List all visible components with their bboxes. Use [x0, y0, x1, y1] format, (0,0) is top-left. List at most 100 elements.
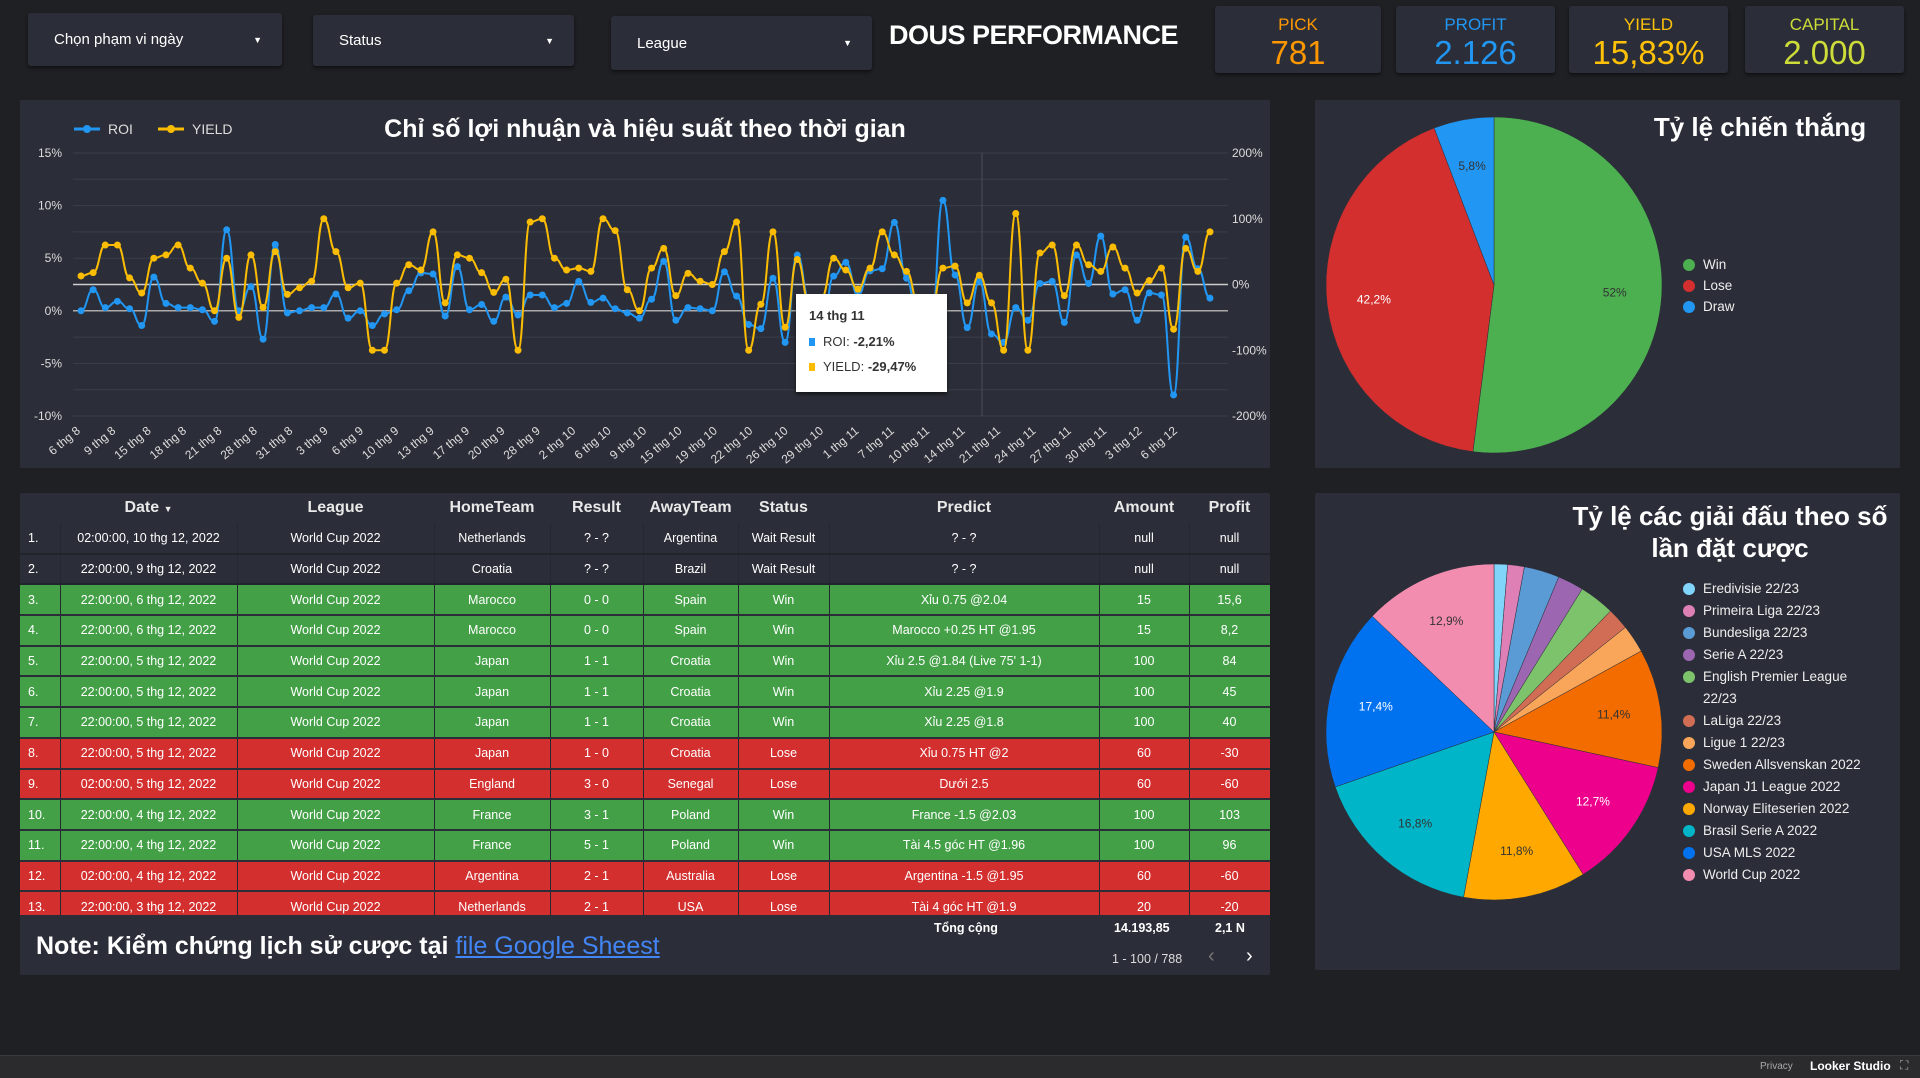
roi-point[interactable]	[478, 300, 486, 308]
roi-point[interactable]	[1133, 316, 1141, 324]
yield-point[interactable]	[113, 241, 121, 249]
yield-point[interactable]	[623, 286, 631, 294]
yield-point[interactable]	[235, 313, 243, 321]
yield-point[interactable]	[174, 241, 182, 249]
yield-point[interactable]	[259, 304, 267, 312]
roi-point[interactable]	[781, 338, 789, 346]
yield-point[interactable]	[332, 248, 340, 256]
yield-point[interactable]	[1024, 346, 1032, 354]
yield-point[interactable]	[1133, 289, 1141, 297]
pie-slice-japan-j1-league-2022[interactable]	[1493, 731, 1659, 875]
pie-slice-world-cup-2022[interactable]	[1371, 563, 1495, 733]
legend-item[interactable]: LaLiga 22/23	[1683, 710, 1883, 732]
roi-point[interactable]	[745, 320, 753, 328]
yield-point[interactable]	[538, 215, 546, 223]
roi-point[interactable]	[830, 272, 838, 280]
roi-point[interactable]	[380, 310, 388, 318]
yield-point[interactable]	[271, 248, 279, 256]
legend-item[interactable]: Norway Eliteserien 2022	[1683, 798, 1883, 820]
yield-point[interactable]	[1012, 209, 1020, 217]
roi-point[interactable]	[1085, 279, 1093, 287]
yield-point[interactable]	[1170, 325, 1178, 333]
roi-point[interactable]	[405, 287, 413, 295]
roi-point[interactable]	[1145, 289, 1153, 297]
roi-point[interactable]	[320, 304, 328, 312]
roi-point[interactable]	[611, 305, 619, 313]
date-range-dropdown[interactable]: Chọn phạm vi ngày ▼	[28, 13, 282, 66]
yield-point[interactable]	[162, 251, 170, 259]
yield-point[interactable]	[441, 299, 449, 307]
roi-point[interactable]	[587, 298, 595, 306]
yield-point[interactable]	[951, 262, 959, 270]
yield-point[interactable]	[478, 269, 486, 277]
yield-point[interactable]	[550, 254, 558, 262]
roi-point[interactable]	[648, 295, 656, 303]
roi-point[interactable]	[550, 304, 558, 312]
column-header-league[interactable]: League	[307, 499, 364, 516]
roi-point[interactable]	[987, 330, 995, 338]
yield-point[interactable]	[660, 244, 668, 252]
yield-point[interactable]	[1072, 241, 1080, 249]
yield-point[interactable]	[502, 275, 510, 283]
roi-point[interactable]	[1048, 277, 1056, 285]
pie-slice-usa-mls-2022[interactable]	[1325, 615, 1495, 788]
yield-point[interactable]	[708, 281, 716, 288]
yield-point[interactable]	[89, 269, 97, 277]
yield-point[interactable]	[635, 307, 643, 315]
roi-point[interactable]	[296, 307, 304, 315]
roi-point[interactable]	[575, 277, 583, 285]
roi-point[interactable]	[1012, 304, 1020, 312]
roi-point[interactable]	[283, 309, 291, 317]
roi-point[interactable]	[878, 265, 886, 273]
yield-point[interactable]	[77, 272, 85, 280]
yield-point[interactable]	[939, 264, 947, 272]
yield-point[interactable]	[1194, 267, 1202, 275]
yield-point[interactable]	[1085, 261, 1093, 269]
roi-point[interactable]	[150, 273, 158, 281]
roi-point[interactable]	[769, 274, 777, 282]
roi-point[interactable]	[126, 305, 134, 313]
roi-point[interactable]	[963, 324, 971, 332]
roi-point[interactable]	[599, 294, 607, 302]
roi-point[interactable]	[211, 317, 219, 325]
yield-point[interactable]	[1036, 249, 1044, 257]
yield-point[interactable]	[903, 267, 911, 275]
roi-point[interactable]	[733, 292, 741, 300]
yield-point[interactable]	[842, 266, 850, 274]
roi-point[interactable]	[1072, 251, 1080, 259]
legend-item[interactable]: Eredivisie 22/23	[1683, 578, 1883, 600]
roi-point[interactable]	[1206, 294, 1214, 302]
table-row[interactable]: 6. 22:00:00, 5 thg 12, 2022 World Cup 2022…	[20, 676, 1270, 709]
roi-point[interactable]	[1024, 316, 1032, 324]
legend-item[interactable]: Brasil Serie A 2022	[1683, 820, 1883, 842]
yield-point[interactable]	[429, 228, 437, 236]
pie-slice-draw[interactable]	[1433, 116, 1495, 286]
yield-point[interactable]	[453, 251, 461, 259]
yield-point[interactable]	[769, 228, 777, 236]
legend-item[interactable]: Serie A 22/23	[1683, 644, 1883, 666]
yield-point[interactable]	[684, 269, 692, 277]
sort-desc-icon[interactable]: ▼	[163, 504, 173, 514]
roi-point[interactable]	[1182, 233, 1190, 241]
yield-point[interactable]	[1000, 346, 1008, 354]
roi-point[interactable]	[174, 304, 182, 312]
yield-point[interactable]	[308, 277, 316, 285]
column-header-awayteam[interactable]: AwayTeam	[649, 499, 732, 516]
roi-point[interactable]	[720, 268, 728, 276]
yield-point[interactable]	[490, 288, 498, 296]
roi-point[interactable]	[842, 258, 850, 266]
roi-point[interactable]	[453, 263, 461, 271]
privacy-link[interactable]: Privacy	[1760, 1061, 1793, 1072]
yield-point[interactable]	[514, 346, 522, 354]
yield-point[interactable]	[745, 346, 753, 354]
roi-point[interactable]	[490, 317, 498, 325]
roi-point[interactable]	[271, 241, 279, 249]
yield-point[interactable]	[223, 254, 231, 262]
yield-point[interactable]	[368, 346, 376, 354]
roi-point[interactable]	[757, 325, 765, 333]
roi-point[interactable]	[101, 304, 109, 312]
legend-item[interactable]: Sweden Allsvenskan 2022	[1683, 754, 1883, 776]
yield-point[interactable]	[1121, 264, 1129, 272]
yield-point[interactable]	[854, 285, 862, 293]
yield-point[interactable]	[563, 266, 571, 274]
